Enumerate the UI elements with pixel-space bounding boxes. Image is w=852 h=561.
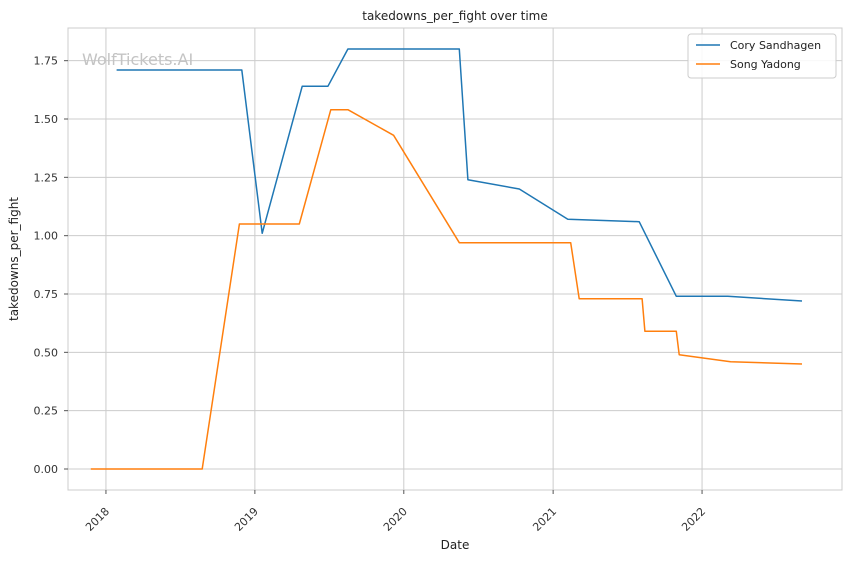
legend-box — [687, 33, 837, 79]
y-axis-ticks: 0.00 0.25 0.50 0.75 1.00 1.25 1.50 1.75 — [34, 55, 68, 476]
legend-label-song-yadong: Song Yadong — [730, 58, 801, 71]
y-tick-label-1-75: 1.75 — [34, 55, 59, 68]
y-tick-label-0-00: 0.00 — [34, 463, 59, 476]
y-tick-label-0-25: 0.25 — [34, 405, 59, 418]
y-tick-label-1-00: 1.00 — [34, 230, 59, 243]
x-axis-title: Date — [441, 538, 470, 552]
plot-area-border — [67, 27, 843, 491]
y-tick-label-0-75: 0.75 — [34, 288, 59, 301]
y-axis-title: takedowns_per_fight — [7, 197, 21, 321]
y-tick-label-1-25: 1.25 — [34, 171, 59, 184]
series-layer — [90, 48, 803, 470]
chart-title: takedowns_per_fight over time — [362, 9, 548, 23]
legend: Cory Sandhagen Song Yadong — [687, 33, 837, 79]
y-tick-label-1-50: 1.50 — [34, 113, 59, 126]
series-line-cory-sandhagen — [116, 48, 803, 302]
y-tick-label-0-50: 0.50 — [34, 346, 59, 359]
series-line-song-yadong — [90, 108, 803, 470]
watermark-text: WolfTickets.AI — [82, 50, 193, 69]
legend-label-cory-sandhagen: Cory Sandhagen — [730, 39, 821, 52]
